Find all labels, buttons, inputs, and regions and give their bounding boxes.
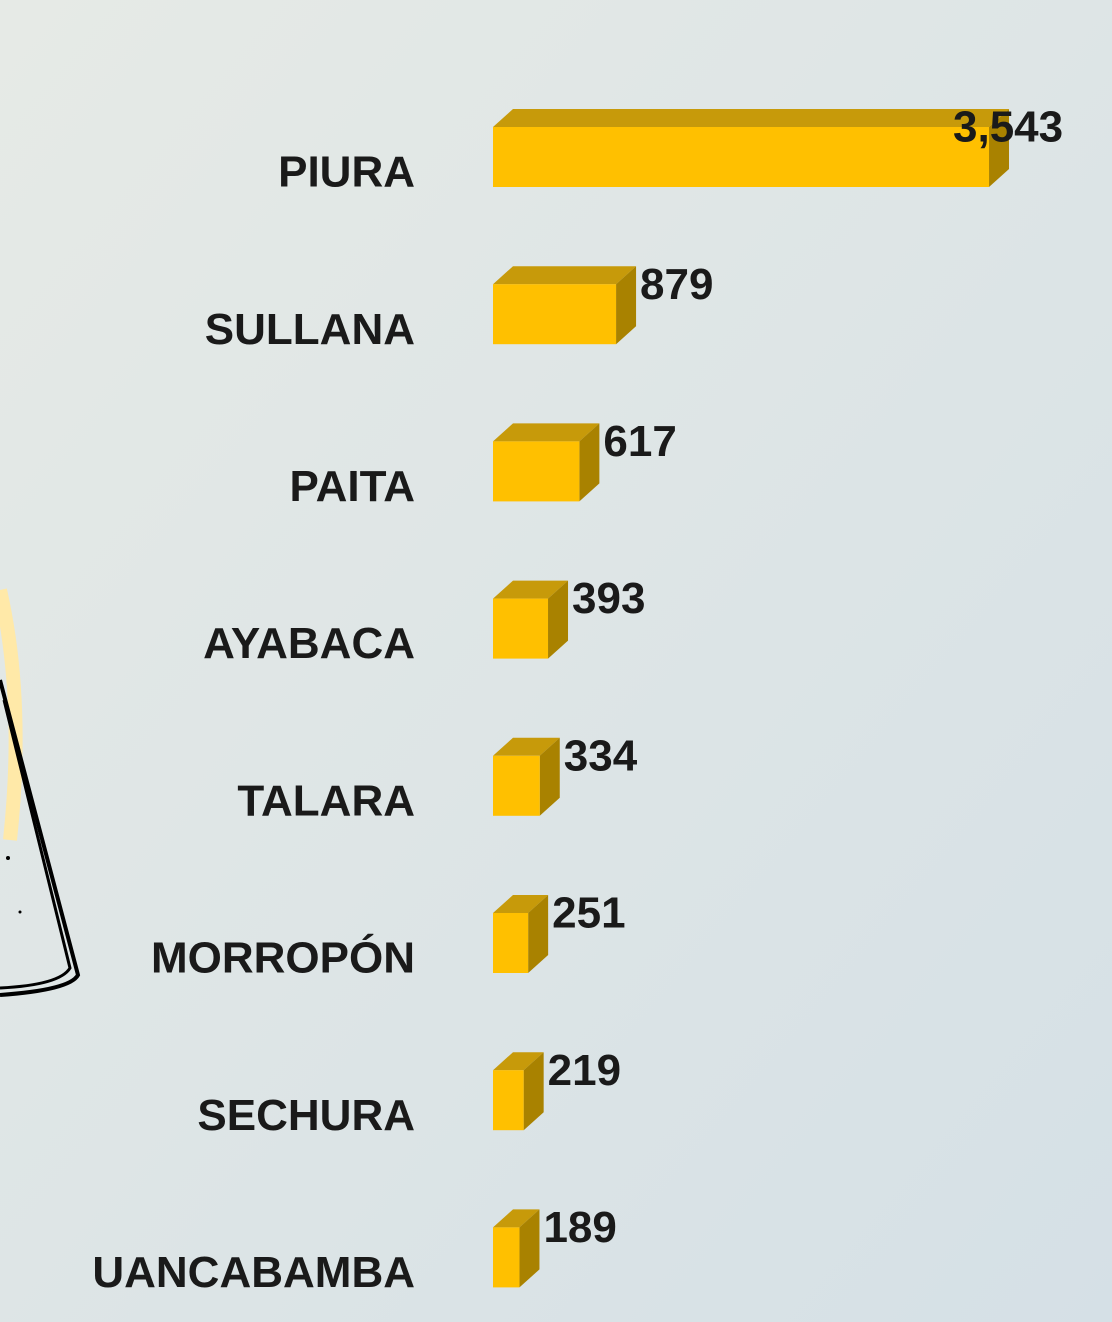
category-label: TALARA	[237, 776, 415, 825]
value-label: 393	[572, 574, 645, 623]
bar-top	[493, 109, 1009, 127]
value-label: 334	[564, 731, 638, 780]
category-label: PAITA	[290, 462, 415, 511]
value-label: 219	[548, 1046, 621, 1095]
dot	[6, 856, 10, 860]
bar	[493, 599, 548, 659]
bar	[493, 127, 989, 187]
value-label: 251	[552, 889, 625, 938]
bar	[493, 756, 540, 816]
page: PIURA 3,543 SULLANA 879 PAITA 617 AYABACA 393 TA…	[0, 0, 1112, 1322]
category-label: PIURA	[278, 148, 415, 197]
dot	[19, 911, 22, 914]
value-label: 617	[603, 417, 676, 466]
category-label: MORROPÓN	[151, 933, 415, 983]
value-label: 189	[543, 1203, 616, 1252]
bar	[493, 441, 579, 501]
background	[0, 0, 1112, 1322]
chart: PIURA 3,543 SULLANA 879 PAITA 617 AYABACA 393 TA…	[0, 0, 1112, 1322]
value-label: 879	[640, 260, 713, 309]
bar	[493, 284, 616, 344]
category-label: AYABACA	[203, 619, 415, 668]
bar-top	[493, 266, 636, 284]
category-label: SULLANA	[205, 305, 415, 354]
bar	[493, 1070, 524, 1130]
value-label: 3,543	[953, 103, 1063, 152]
bar	[493, 913, 528, 973]
category-label: UANCABAMBA	[92, 1248, 415, 1297]
category-label: SECHURA	[197, 1091, 415, 1140]
bar	[493, 1227, 519, 1287]
